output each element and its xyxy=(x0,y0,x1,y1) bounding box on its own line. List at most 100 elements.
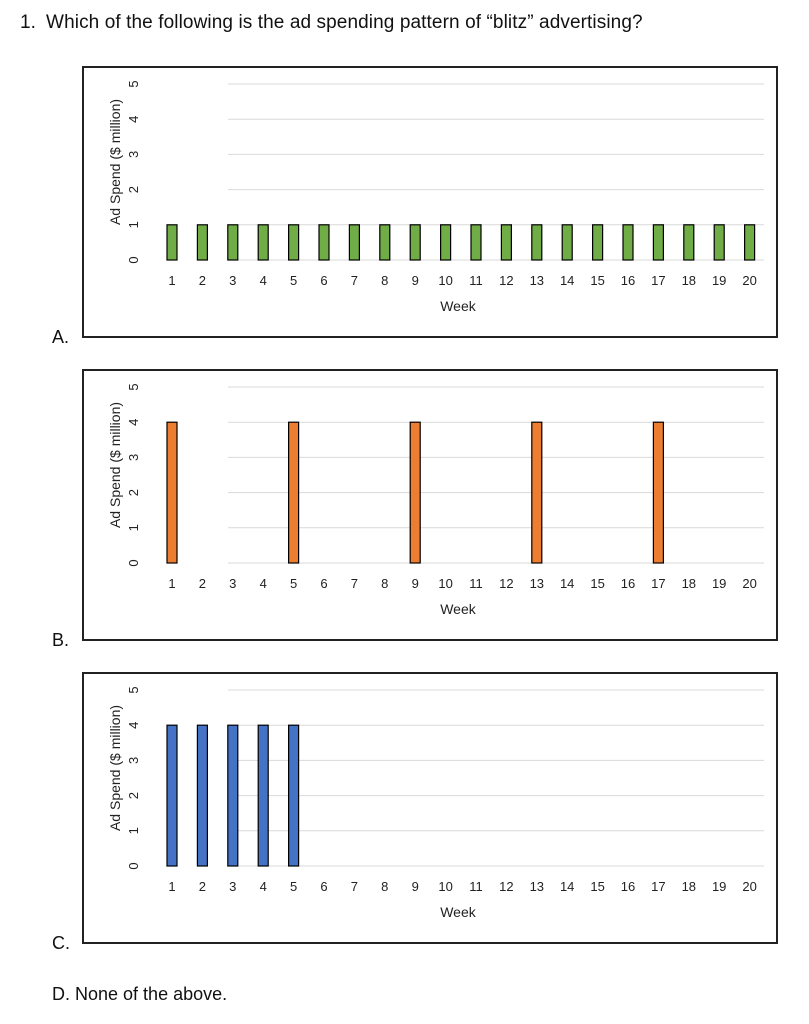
bar xyxy=(409,421,421,564)
bar xyxy=(713,224,725,261)
option-b-label[interactable]: B. xyxy=(52,630,70,650)
option-d-text: None of the above. xyxy=(75,984,228,1004)
y-tick-label: 4 xyxy=(126,722,141,729)
x-tick-label: 15 xyxy=(590,273,604,288)
bar xyxy=(743,224,756,261)
bar xyxy=(561,224,573,261)
bar xyxy=(288,421,300,564)
y-tick-label: 0 xyxy=(126,559,141,566)
x-tick-label: 4 xyxy=(260,576,267,591)
x-tick-label: 1 xyxy=(168,879,175,894)
bar xyxy=(166,421,178,564)
x-tick-label: 7 xyxy=(351,273,358,288)
x-tick-label: 14 xyxy=(560,576,574,591)
x-tick-label: 16 xyxy=(621,879,635,894)
x-tick-label: 8 xyxy=(381,576,388,591)
x-tick-label: 19 xyxy=(712,879,726,894)
chart-option-c[interactable]: 0 1 2 3 4 5 Ad Spend ($ million) 1 2 3 4 5 6 7 8 9 10 11 1… xyxy=(82,672,778,944)
x-axis-title: Week xyxy=(440,601,477,617)
x-tick-label: 18 xyxy=(682,273,696,288)
x-tick-label: 6 xyxy=(320,879,327,894)
option-c-label[interactable]: C. xyxy=(52,933,70,953)
y-tick-label: 0 xyxy=(126,862,141,869)
y-tick-label: 5 xyxy=(126,686,141,693)
question-text: 1. Which of the following is the ad spend… xyxy=(20,12,643,34)
x-tick-label: 10 xyxy=(438,576,452,591)
x-tick-label: 14 xyxy=(560,273,574,288)
x-tick-label: 20 xyxy=(742,576,756,591)
x-tick-label: 5 xyxy=(290,273,297,288)
bar xyxy=(257,724,269,867)
x-tick-label: 5 xyxy=(290,576,297,591)
bar xyxy=(257,224,269,261)
y-tick-label: 3 xyxy=(126,454,141,461)
x-tick-label: 6 xyxy=(320,273,327,288)
bar xyxy=(318,224,330,261)
x-tick-label: 3 xyxy=(229,879,236,894)
y-axis-title: Ad Spend ($ million) xyxy=(107,705,123,831)
x-tick-label: 3 xyxy=(229,273,236,288)
x-tick-label: 12 xyxy=(499,273,513,288)
bar xyxy=(379,224,391,261)
x-tick-label: 2 xyxy=(199,273,206,288)
y-tick-label: 4 xyxy=(126,419,141,426)
x-tick-label: 13 xyxy=(530,273,544,288)
bar xyxy=(227,724,239,867)
bar xyxy=(531,224,543,261)
x-tick-label: 6 xyxy=(320,576,327,591)
x-tick-label: 19 xyxy=(712,273,726,288)
y-tick-label: 3 xyxy=(126,151,141,158)
bar xyxy=(652,421,665,564)
y-tick-label: 4 xyxy=(126,116,141,123)
bar xyxy=(500,224,512,261)
x-tick-label: 15 xyxy=(590,879,604,894)
question-number: 1. xyxy=(20,12,37,33)
x-tick-label: 7 xyxy=(351,879,358,894)
x-tick-label: 18 xyxy=(682,576,696,591)
bar xyxy=(196,724,209,867)
bar xyxy=(470,224,482,261)
chart-option-b[interactable]: 0 1 2 3 4 5 Ad Spend ($ million) 1 2 3 4 5 6 7 8 9 10 11 1… xyxy=(82,369,778,641)
option-a-label[interactable]: A. xyxy=(52,327,70,347)
x-tick-label: 4 xyxy=(260,879,267,894)
x-tick-label: 13 xyxy=(530,576,544,591)
bar xyxy=(592,224,604,261)
x-tick-label: 19 xyxy=(712,576,726,591)
x-tick-label: 13 xyxy=(530,879,544,894)
bar xyxy=(409,224,421,261)
x-axis-title: Week xyxy=(440,298,477,314)
question-prompt: Which of the following is the ad spendin… xyxy=(46,12,643,33)
y-tick-label: 1 xyxy=(126,524,141,531)
y-tick-label: 1 xyxy=(126,827,141,834)
y-tick-label: 5 xyxy=(126,80,141,87)
y-tick-label: 2 xyxy=(126,186,141,193)
x-tick-label: 1 xyxy=(168,576,175,591)
x-tick-label: 12 xyxy=(499,879,513,894)
x-tick-label: 4 xyxy=(260,273,267,288)
y-axis-title: Ad Spend ($ million) xyxy=(107,99,123,225)
option-d-letter: D. xyxy=(52,984,70,1004)
x-tick-label: 17 xyxy=(651,879,665,894)
y-tick-label: 3 xyxy=(126,757,141,764)
x-tick-label: 14 xyxy=(560,879,574,894)
x-tick-label: 7 xyxy=(351,576,358,591)
x-tick-label: 3 xyxy=(229,576,236,591)
option-d[interactable]: D. None of the above. xyxy=(52,984,227,1005)
bar xyxy=(440,224,452,261)
x-tick-label: 10 xyxy=(438,879,452,894)
bar xyxy=(196,224,209,261)
x-tick-label: 2 xyxy=(199,879,206,894)
bar xyxy=(348,224,360,261)
bar xyxy=(288,224,300,261)
x-tick-label: 17 xyxy=(651,273,665,288)
x-tick-label: 9 xyxy=(412,879,419,894)
x-tick-label: 10 xyxy=(438,273,452,288)
chart-option-a[interactable]: 0 1 2 3 4 5 Ad Spend ($ million) 1 2 3 4 5 6 7 8 9 10 11 1… xyxy=(82,66,778,338)
x-tick-label: 15 xyxy=(590,576,604,591)
x-tick-label: 1 xyxy=(168,273,175,288)
x-tick-label: 20 xyxy=(742,879,756,894)
x-tick-label: 12 xyxy=(499,576,513,591)
bar xyxy=(288,724,300,867)
